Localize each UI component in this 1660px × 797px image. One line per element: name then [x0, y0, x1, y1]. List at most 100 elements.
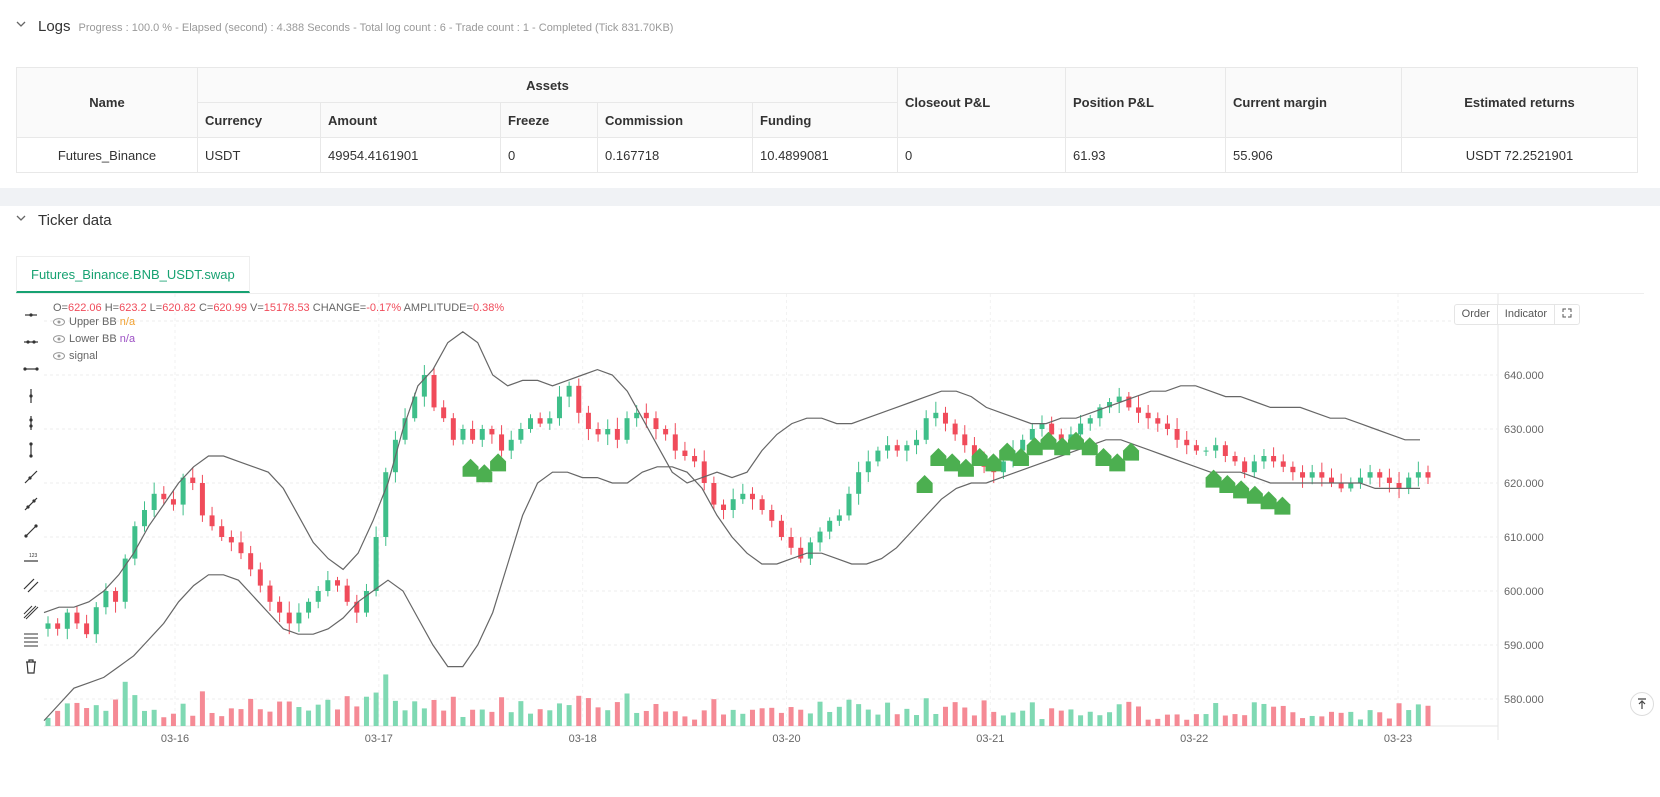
volume-bar	[1164, 714, 1170, 726]
candle-body	[798, 547, 804, 559]
volume-bar	[1213, 703, 1219, 726]
high-label: H=	[104, 302, 120, 314]
logs-header[interactable]: Logs Progress : 100.0 % - Elapsed (secon…	[16, 18, 673, 35]
low-value: 620.82	[162, 302, 196, 314]
candle-body	[363, 591, 369, 613]
volume-bar	[923, 698, 929, 726]
ticker-header[interactable]: Ticker data	[16, 212, 112, 229]
parallel-channel-icon[interactable]	[20, 571, 42, 598]
signal-marker	[1233, 480, 1250, 499]
candle-body	[1309, 472, 1315, 478]
scroll-top-button[interactable]	[1630, 692, 1654, 716]
volume-bar	[1078, 715, 1084, 726]
volume-bar	[354, 706, 360, 726]
candle-body	[1116, 396, 1122, 402]
cell-margin: 55.906	[1225, 137, 1402, 173]
extended-line-icon[interactable]	[20, 355, 42, 382]
legend-upper-bb[interactable]: Upper BB n/a	[53, 316, 135, 328]
candle-body	[1174, 429, 1180, 440]
signal-marker	[1246, 485, 1263, 504]
trend-line-icon[interactable]	[20, 490, 42, 517]
volume-bar	[518, 701, 524, 726]
signal-marker	[1081, 437, 1098, 456]
candle-body	[528, 418, 534, 429]
signal-marker	[1095, 448, 1112, 466]
candle-body	[1222, 445, 1228, 456]
candle-body	[170, 499, 176, 505]
volume-value: 15178.53	[263, 302, 310, 314]
candle-body	[64, 612, 70, 629]
candle-body	[672, 434, 678, 451]
candle-body	[846, 493, 852, 516]
signal-marker	[1123, 442, 1140, 461]
volume-bar	[971, 715, 977, 726]
fibonacci-icon[interactable]	[20, 598, 42, 625]
indicator-button[interactable]: Indicator	[1496, 305, 1554, 324]
price-line-icon[interactable]: 123	[20, 544, 42, 571]
volume-bar	[692, 719, 698, 726]
trash-icon[interactable]	[20, 652, 42, 679]
volume-bar	[1203, 714, 1209, 726]
volume-bar	[653, 704, 659, 726]
eye-icon[interactable]	[53, 335, 65, 343]
candle-body	[1078, 423, 1084, 435]
candle-body	[865, 461, 871, 473]
candle-body	[942, 412, 948, 424]
volume-bar	[489, 711, 495, 726]
order-button[interactable]: Order	[1461, 308, 1490, 320]
volume-bar	[991, 711, 997, 726]
candle-body	[1377, 472, 1383, 478]
vertical-line-icon[interactable]	[20, 436, 42, 463]
tab-bnb-usdt-swap[interactable]: Futures_Binance.BNB_USDT.swap	[16, 256, 250, 293]
legend-signal[interactable]: signal	[53, 350, 98, 362]
candle-body	[1415, 472, 1421, 478]
chevron-down-icon[interactable]	[16, 213, 26, 223]
close-label: C=	[198, 302, 214, 314]
segment-icon[interactable]	[20, 517, 42, 544]
candle-body	[788, 537, 794, 548]
volume-bar	[1242, 715, 1248, 726]
eye-icon[interactable]	[53, 352, 65, 360]
volume-bar	[74, 702, 80, 726]
candle-body	[1087, 418, 1093, 424]
x-tick-label: 03-22	[1180, 733, 1208, 745]
volume-bar	[335, 709, 341, 726]
chevron-down-icon[interactable]	[16, 19, 26, 29]
high-value: 623.2	[119, 302, 147, 314]
candle-body	[74, 612, 80, 624]
volume-bar	[55, 710, 61, 726]
candle-body	[836, 515, 842, 521]
trend-ray-icon[interactable]	[20, 463, 42, 490]
candle-body	[1213, 445, 1219, 451]
candle-body	[1203, 450, 1209, 452]
horizontal-ray-icon[interactable]	[20, 301, 42, 328]
candle-body	[1193, 445, 1199, 451]
candle-body	[556, 396, 562, 419]
signal-marker	[971, 448, 988, 466]
vertical-segment-icon[interactable]	[20, 409, 42, 436]
candle-body	[325, 580, 331, 591]
candle-body	[267, 585, 273, 602]
candle-body	[489, 429, 495, 435]
candle-body	[103, 591, 109, 608]
volume-bar	[740, 713, 746, 726]
candle-body	[93, 607, 99, 635]
horizontal-line-icon[interactable]	[20, 328, 42, 355]
volume-bar	[1425, 705, 1431, 726]
fib-levels-icon[interactable]	[20, 625, 42, 652]
volume-bar	[392, 700, 398, 726]
price-chart[interactable]: 650.000640.000630.000620.000610.000600.0…	[0, 206, 1660, 797]
y-tick-label: 590.000	[1504, 640, 1544, 652]
candle-body	[460, 429, 466, 440]
eye-icon[interactable]	[53, 318, 65, 326]
vertical-ray-icon[interactable]	[20, 382, 42, 409]
legend-lower-bb[interactable]: Lower BB n/a	[53, 333, 135, 345]
fullscreen-icon[interactable]	[1554, 305, 1579, 324]
candle-body	[373, 537, 379, 591]
candle-body	[749, 493, 755, 500]
volume-bar	[1087, 711, 1093, 726]
candle-body	[624, 418, 630, 440]
volume-bar	[807, 713, 813, 726]
candle-body	[856, 472, 862, 494]
volume-bar	[1406, 710, 1412, 726]
